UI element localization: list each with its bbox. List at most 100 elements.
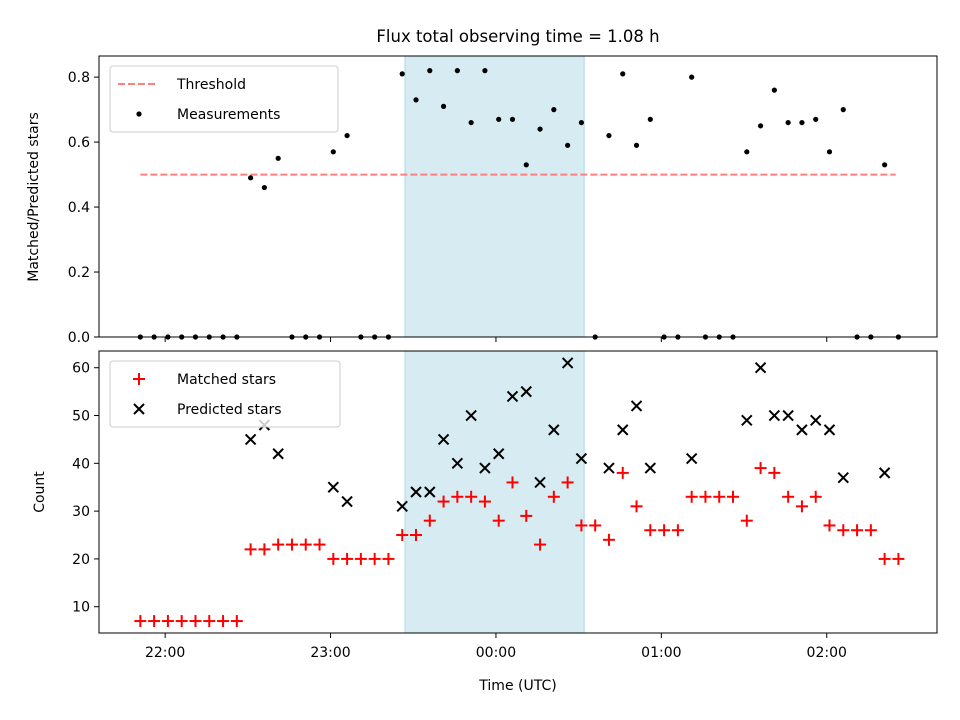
measurement-point (799, 119, 805, 126)
matched-star-point (299, 538, 312, 551)
x-tick-label: 01:00 (641, 645, 681, 661)
measurement-point (496, 116, 502, 122)
matched-star-point (354, 552, 367, 565)
measurement-point (771, 87, 777, 93)
bottom-axes-frame (98, 350, 938, 634)
top-y-tick-label: 0.8 (68, 70, 90, 86)
top-legend: Threshold Measurements (109, 65, 339, 133)
matched-star-point (878, 552, 891, 565)
predicted-star-point (534, 476, 546, 489)
predicted-star-point (575, 452, 588, 465)
legend-matched-swatch (133, 373, 145, 385)
measurement-point (427, 68, 433, 74)
matched-star-point (506, 476, 519, 489)
matched-star-point (809, 490, 822, 503)
x-tick-label: 00:00 (476, 645, 516, 661)
bottom-legend: Matched stars Predicted stars (109, 360, 341, 428)
top-y-tick-label: 0.0 (68, 330, 90, 346)
top-panel: 0.00.20.40.60.8 Matched/Predicted stars … (26, 55, 938, 346)
matched-star-point (768, 466, 781, 479)
matched-star-point (795, 500, 808, 513)
legend-matched-label: Matched stars (177, 372, 276, 388)
legend-measurements-label: Measurements (177, 107, 280, 123)
bottom-y-tick-label: 40 (72, 456, 90, 472)
predicted-star-point (630, 400, 643, 412)
matched-star-point (134, 615, 147, 628)
predicted-star-point (823, 424, 836, 436)
measurement-point (620, 71, 626, 77)
predicted-star-point (244, 433, 257, 446)
matched-star-point (589, 519, 602, 532)
matched-star-point (520, 509, 533, 522)
measurement-point (785, 119, 791, 126)
predicted-star-point (603, 462, 615, 474)
matched-star-point (575, 519, 588, 532)
matched-star-point (616, 466, 629, 479)
matched-star-point (423, 514, 436, 527)
matched-star-point (713, 490, 726, 503)
predicted-star-point (410, 486, 422, 498)
legend-threshold-label: Threshold (176, 77, 246, 93)
matched-star-point (230, 615, 243, 628)
measurement-point (565, 142, 571, 148)
matched-star-point (602, 533, 615, 546)
matched-star-point (892, 552, 905, 565)
measurement-point (689, 74, 695, 80)
predicted-star-point (878, 467, 891, 479)
matched-star-point (644, 524, 657, 537)
matched-star-point (285, 538, 298, 551)
matched-star-point (244, 543, 257, 556)
matched-star-point (685, 490, 698, 503)
measurement-point (882, 162, 888, 168)
measurement-point (840, 107, 846, 113)
matched-star-point (754, 462, 767, 475)
matched-star-point (671, 524, 684, 537)
measurement-point (454, 68, 460, 74)
matched-star-point (161, 615, 174, 628)
matched-star-point (837, 524, 850, 537)
predicted-star-point (424, 486, 436, 498)
measurement-point (482, 68, 488, 74)
measurement-point (440, 103, 447, 109)
matched-star-point (175, 615, 188, 628)
predicted-star-point (768, 409, 781, 422)
bottom-y-tick-label: 10 (72, 600, 90, 616)
measurement-point (606, 132, 612, 139)
matched-star-point (465, 490, 478, 503)
matched-star-point (437, 495, 450, 508)
matched-star-point (864, 524, 877, 537)
measurement-point (248, 175, 254, 181)
measurement-point (399, 71, 405, 77)
predicted-star-point (837, 471, 849, 484)
matched-star-point (258, 543, 271, 556)
x-axis-label: Time (UTC) (478, 678, 556, 694)
x-tick-label: 22:00 (145, 645, 185, 661)
measurement-point (578, 119, 585, 126)
measurement-point (551, 107, 557, 113)
measurement-point (813, 116, 819, 122)
measurement-point (757, 123, 764, 129)
matched-star-point (740, 514, 753, 527)
matched-star-point (630, 500, 643, 513)
predicted-star-point (396, 500, 408, 513)
matched-star-point (658, 524, 671, 537)
predicted-star-point (561, 357, 574, 369)
measurement-point (647, 116, 653, 122)
matched-star-point (396, 529, 409, 542)
predicted-star-point (754, 362, 767, 374)
predicted-star-point (341, 495, 353, 508)
matched-star-point (478, 495, 491, 508)
matched-star-point (368, 552, 381, 565)
top-highlight-span (404, 55, 585, 338)
measurement-point (633, 142, 640, 148)
predicted-star-point (617, 424, 629, 436)
predicted-star-point (782, 409, 794, 422)
predicted-star-point (492, 448, 505, 460)
bottom-y-tick-label: 60 (72, 361, 90, 377)
matched-star-point (534, 538, 547, 551)
measurement-point (330, 149, 336, 155)
legend-predicted-swatch (133, 403, 145, 415)
bottom-y-tick-label: 30 (72, 504, 90, 520)
predicted-star-point (272, 448, 284, 460)
matched-star-point (327, 552, 340, 565)
